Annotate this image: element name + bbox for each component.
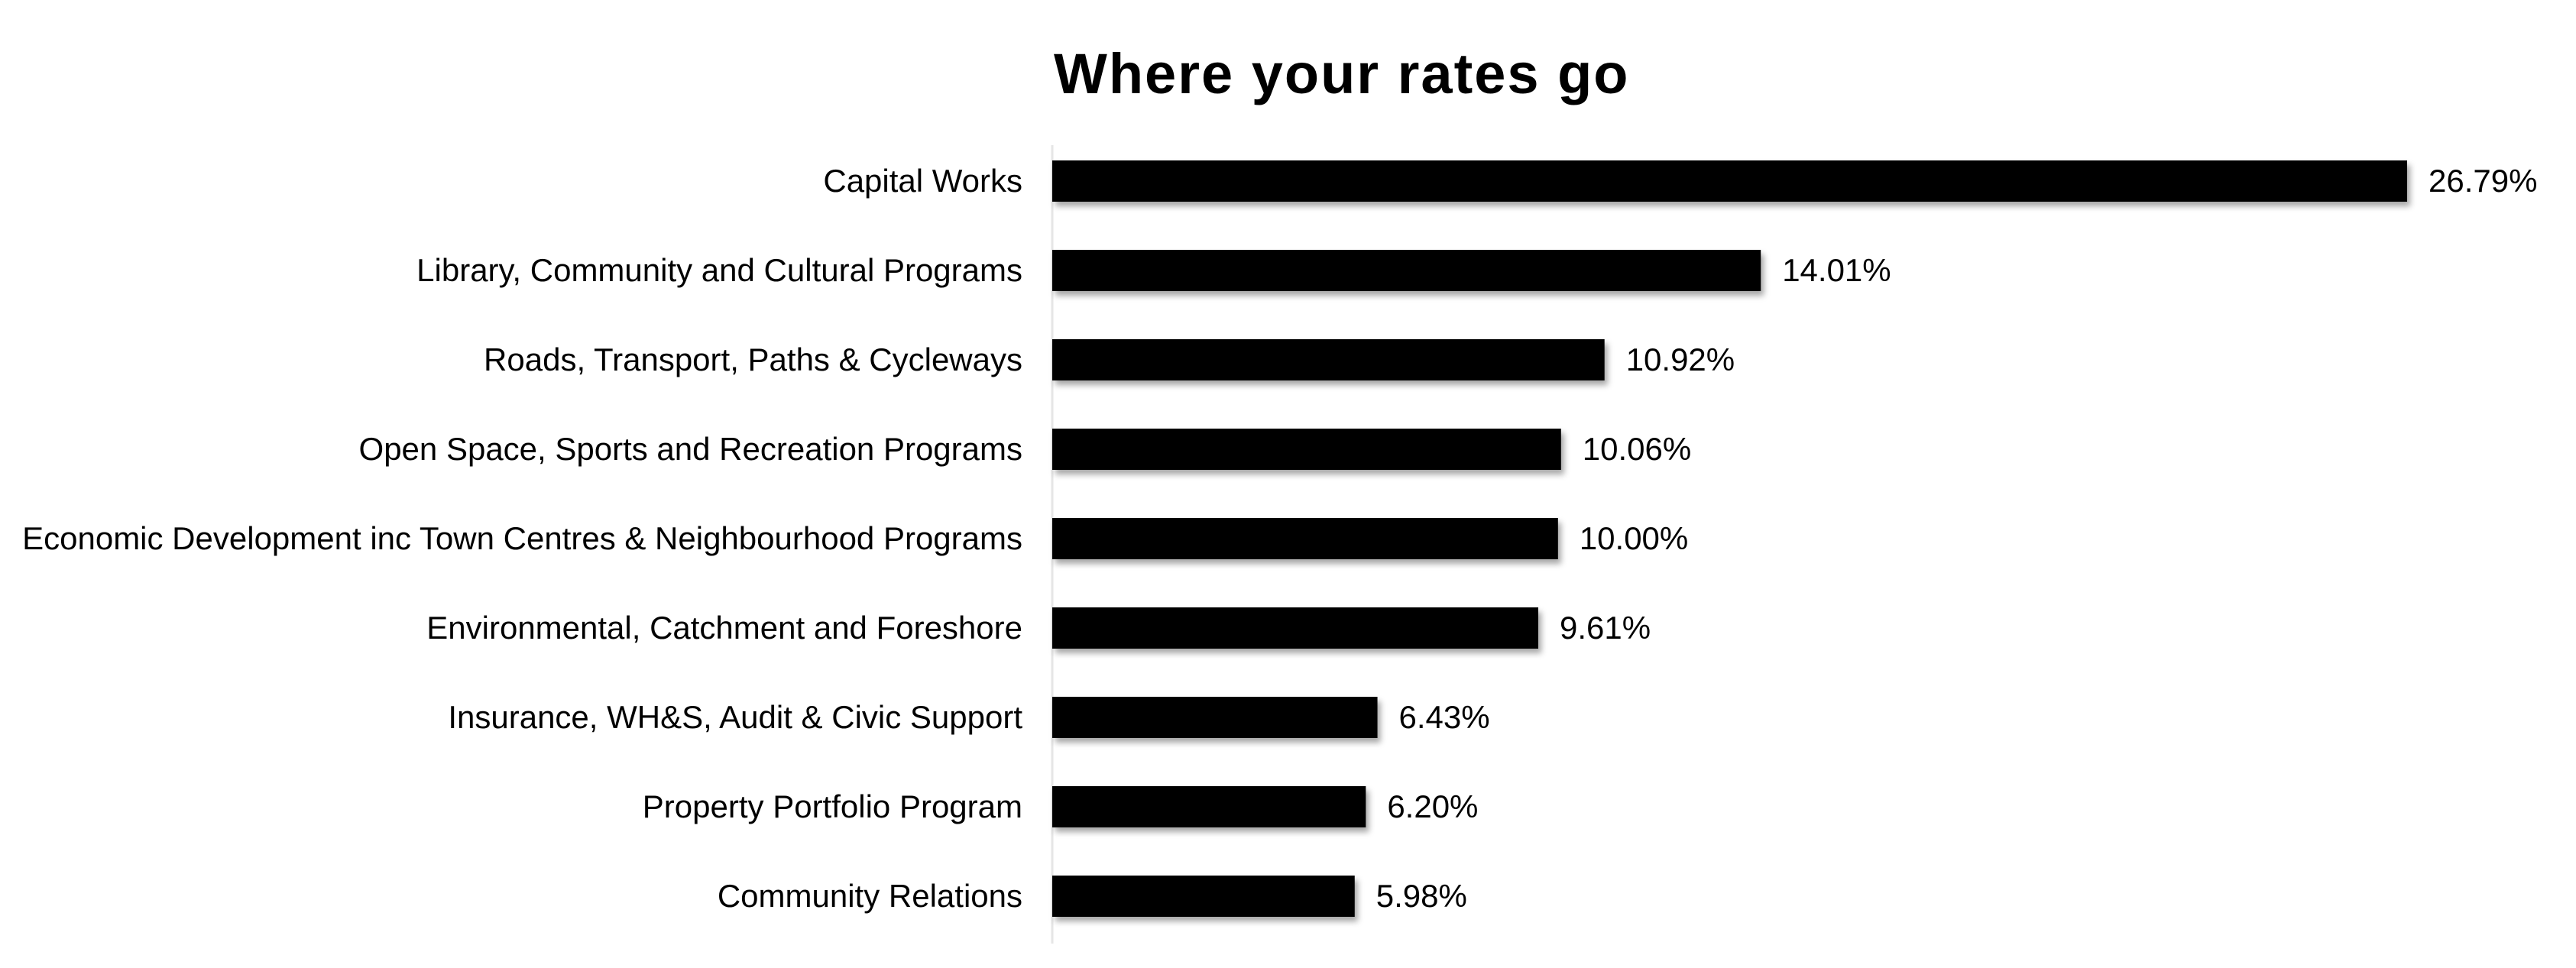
data-label: 9.61% xyxy=(1560,610,1651,646)
category-label: Insurance, WH&S, Audit & Civic Support xyxy=(448,699,1022,735)
bar xyxy=(1052,250,1761,291)
category-label: Open Space, Sports and Recreation Progra… xyxy=(359,431,1022,467)
chart-title: Where your rates go xyxy=(1054,42,1630,105)
category-label: Property Portfolio Program xyxy=(643,788,1022,824)
value-labels: 26.79% 14.01% 10.92% 10.06% 10.00% 9.61% 6.43%… xyxy=(1376,163,2538,914)
bar xyxy=(1052,429,1561,470)
category-label: Environmental, Catchment and Foreshore xyxy=(426,610,1022,646)
data-label: 5.98% xyxy=(1376,878,1467,914)
category-labels: Capital Works Library, Community and Cult… xyxy=(22,163,1022,914)
category-label: Library, Community and Cultural Programs xyxy=(416,252,1022,288)
bar xyxy=(1052,339,1605,380)
data-label: 26.79% xyxy=(2429,163,2537,199)
bar xyxy=(1052,607,1539,649)
category-label: Community Relations xyxy=(718,878,1022,914)
bar xyxy=(1052,518,1558,559)
bar xyxy=(1052,786,1366,827)
data-label: 6.20% xyxy=(1387,788,1478,824)
data-label: 10.06% xyxy=(1583,431,1691,467)
data-label: 10.92% xyxy=(1626,342,1735,377)
bar xyxy=(1052,160,2407,202)
bar xyxy=(1052,697,1378,738)
bars-layer xyxy=(1052,160,2407,917)
data-label: 14.01% xyxy=(1782,252,1891,288)
data-label: 6.43% xyxy=(1399,699,1490,735)
data-label: 10.00% xyxy=(1580,520,1688,556)
category-label: Roads, Transport, Paths & Cycleways xyxy=(484,342,1022,377)
category-label: Economic Development inc Town Centres & … xyxy=(22,520,1022,556)
bar xyxy=(1052,876,1355,917)
category-label: Capital Works xyxy=(823,163,1022,199)
